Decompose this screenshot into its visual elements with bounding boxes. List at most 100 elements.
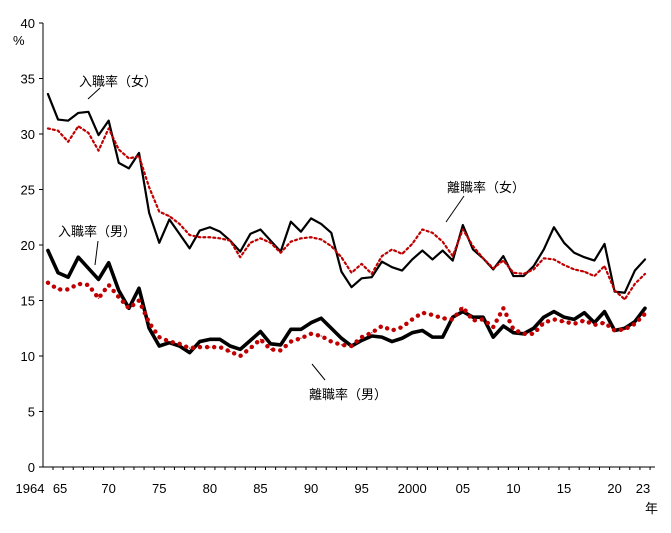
series-line-sep-male [45,280,648,359]
data-point-sep-female [189,234,191,236]
data-point-entry-male [482,316,484,318]
data-point-sep-female [67,141,69,143]
data-point-entry-male [401,337,403,339]
data-point-sep-male [280,349,282,352]
data-point-sep-male [543,322,545,324]
data-point-entry-male [290,328,292,330]
data-point-sep-male [553,318,555,320]
y-tick-label: 15 [21,294,35,309]
data-point-sep-male [634,323,636,325]
data-point-sep-female [583,271,585,273]
data-point-sep-female [502,259,504,262]
data-point-entry-female [67,120,69,122]
data-point-sep-male [199,346,201,348]
data-point-entry-male [118,289,120,292]
data-point-entry-female [128,167,130,170]
data-point-entry-female [330,232,332,234]
data-point-entry-male [229,345,231,347]
data-point-sep-female [593,275,596,277]
data-point-sep-male [128,307,130,309]
data-point-entry-female [290,221,292,223]
data-point-entry-male [209,338,211,340]
data-point-sep-male [300,337,302,339]
data-point-entry-female [391,266,393,268]
data-point-entry-female [553,226,555,228]
data-point-entry-female [97,134,100,136]
data-point-sep-female [229,239,231,242]
data-point-sep-male [118,296,120,298]
y-tick-label: 25 [21,183,35,198]
data-point-entry-male [108,262,110,264]
data-point-sep-female [462,228,464,231]
data-point-sep-male [229,350,231,353]
data-point-sep-male [178,343,181,345]
data-point-sep-male [67,288,69,290]
data-point-entry-female [411,258,413,261]
data-point-entry-female [361,277,363,279]
data-point-sep-male [340,344,343,346]
data-point-sep-male [593,324,596,326]
data-point-entry-female [259,228,262,231]
data-point-sep-male [614,329,616,332]
data-point-sep-male [269,348,272,350]
data-point-sep-male [603,322,606,324]
data-point-entry-female [310,217,312,219]
data-point-entry-male [634,320,636,323]
data-point-entry-female [87,111,90,113]
data-point-entry-male [462,311,464,313]
data-point-sep-female [452,255,454,257]
data-point-sep-male [361,336,363,338]
data-point-entry-male [138,287,140,289]
data-point-sep-male [189,347,191,349]
data-point-sep-female [391,248,393,251]
data-point-entry-male [644,307,646,309]
data-point-sep-male [350,345,353,347]
data-point-entry-female [522,275,525,277]
x-tick-label: 90 [304,481,318,496]
data-point-sep-female [482,257,484,259]
data-point-sep-female [168,215,170,217]
data-point-sep-male [87,284,90,286]
data-point-sep-female [563,264,565,266]
data-point-sep-female [47,127,49,130]
data-point-entry-female [219,231,221,233]
data-point-sep-male [381,325,383,327]
annotation-sep-male: 離職率（男） [309,387,387,402]
data-point-sep-female [300,237,302,239]
data-point-sep-male [371,332,373,334]
data-point-entry-female [199,229,201,232]
data-point-entry-male [533,327,535,329]
data-point-sep-female [381,255,383,257]
data-point-entry-male [624,327,626,329]
data-point-entry-male [97,278,100,281]
data-point-entry-male [411,332,413,334]
data-point-entry-male [168,342,170,344]
data-point-entry-male [148,327,150,329]
data-point-sep-male [249,347,251,349]
x-tick-label: 23 [636,481,650,496]
data-point-sep-female [259,237,262,239]
data-point-sep-male [239,355,241,357]
data-point-sep-male [462,306,464,308]
data-point-sep-female [431,232,434,234]
data-point-entry-female [138,152,140,154]
data-point-entry-male [391,340,393,343]
data-point-sep-male [290,340,292,343]
data-point-entry-female [472,248,474,251]
x-ticks: 1964 65 70 75 80 85 90 95 2000 05 10 15 20 23 [16,467,651,496]
data-point-entry-female [148,212,150,214]
data-point-entry-female [178,233,181,235]
data-point-sep-female [108,127,110,130]
data-point-entry-male [381,336,383,338]
data-point-entry-female [634,269,636,272]
data-point-sep-female [533,268,535,271]
data-point-entry-male [77,256,79,258]
data-point-sep-male [583,319,585,322]
data-point-sep-male [219,346,221,348]
y-tick-label: 10 [21,349,35,364]
data-point-entry-female [249,233,251,235]
data-point-sep-female [411,243,413,245]
data-point-sep-male [573,323,575,325]
data-point-sep-female [371,273,373,275]
data-point-sep-female [219,237,221,239]
